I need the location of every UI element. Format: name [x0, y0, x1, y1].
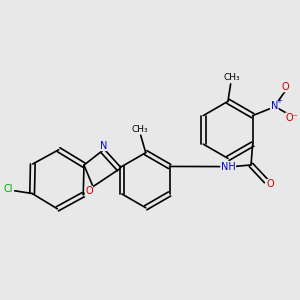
Text: CH₃: CH₃: [131, 125, 148, 134]
Text: O: O: [85, 186, 93, 196]
Text: NH: NH: [221, 162, 236, 172]
Text: O: O: [282, 82, 290, 92]
Text: N: N: [271, 101, 278, 111]
Text: N: N: [100, 141, 107, 151]
Text: CH₃: CH₃: [223, 73, 240, 82]
Text: +: +: [276, 98, 282, 104]
Text: Cl: Cl: [3, 184, 13, 194]
Text: O: O: [266, 179, 274, 189]
Text: O⁻: O⁻: [286, 113, 298, 123]
